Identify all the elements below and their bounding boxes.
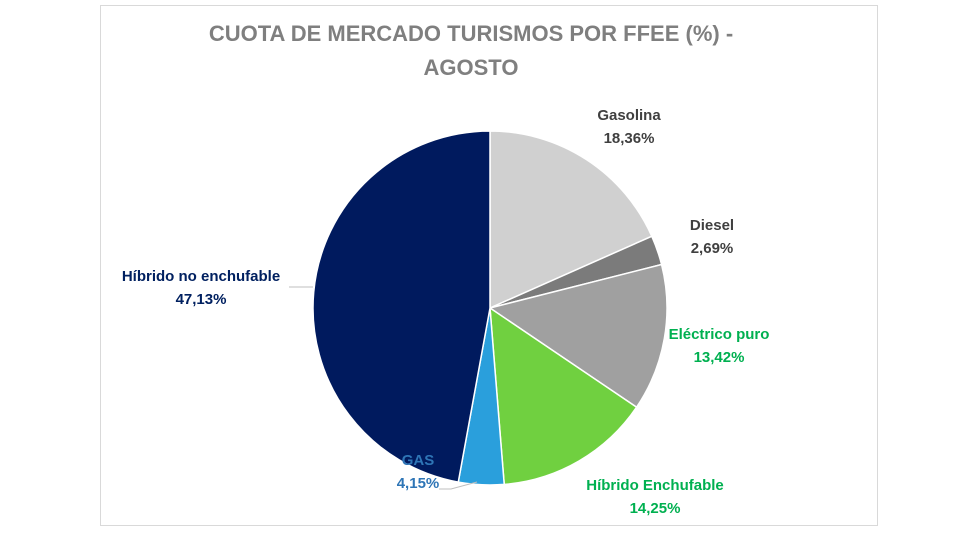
leader-line-gas — [439, 481, 478, 490]
data-labels: Gasolina 18,36% Diesel 2,69% Eléctrico puro 1… — [122, 107, 770, 517]
slice-name-gasolina: Gasolina — [597, 107, 661, 124]
slice-value-gas: 4,15% — [397, 475, 440, 492]
pie-slice-gasolina — [489, 130, 653, 310]
pie-slice-hibrido-no-enchufable — [312, 130, 491, 484]
pie-slice-electrico-puro — [488, 263, 668, 409]
slice-name-hibrido-enchufable: Híbrido Enchufable — [586, 477, 724, 494]
slice-value-hibrido-enchufable: 14,25% — [630, 500, 681, 517]
pie-slice-hibrido-enchufable — [489, 306, 638, 486]
slice-name-diesel: Diesel — [690, 217, 734, 234]
slice-value-electrico-puro: 13,42% — [694, 349, 745, 366]
slice-name-electrico-puro: Eléctrico puro — [669, 326, 770, 343]
pie-slices — [312, 130, 668, 486]
chart-title-line-2: AGOSTO — [424, 55, 519, 80]
pie-chart: CUOTA DE MERCADO TURISMOS POR FFEE (%) -… — [122, 21, 770, 517]
chart-title-line-1: CUOTA DE MERCADO TURISMOS POR FFEE (%) - — [209, 21, 733, 46]
slice-value-hibrido-no-enchufable: 47,13% — [176, 291, 227, 308]
slice-value-diesel: 2,69% — [691, 240, 734, 257]
slice-value-gasolina: 18,36% — [604, 130, 655, 147]
leader-lines — [289, 286, 478, 490]
slice-name-hibrido-no-enchufable: Híbrido no enchufable — [122, 268, 280, 285]
chart-frame: CUOTA DE MERCADO TURISMOS POR FFEE (%) -… — [100, 5, 878, 526]
slice-name-gas: GAS — [402, 452, 435, 469]
